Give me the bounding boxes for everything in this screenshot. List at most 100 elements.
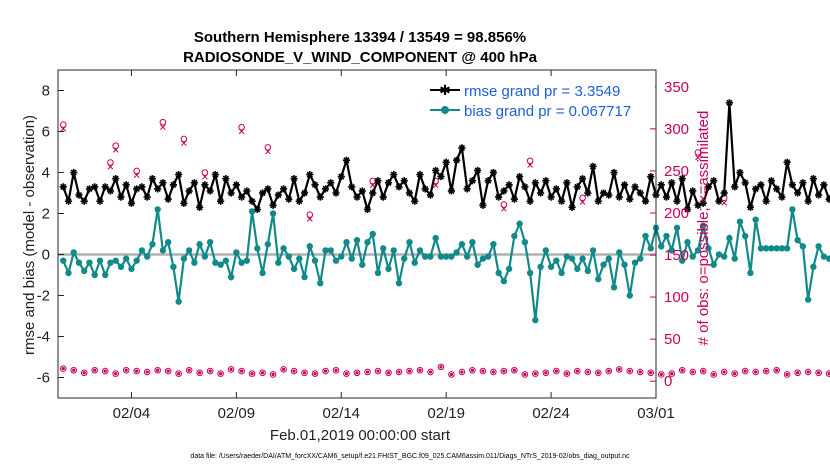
rmse-point-stroke <box>327 179 334 186</box>
y2-tick-label: 350 <box>664 79 689 96</box>
rmse-point-stroke <box>296 198 303 205</box>
bias-point <box>212 259 219 266</box>
rmse-point-stroke <box>658 181 665 188</box>
rmse-point <box>673 197 681 205</box>
rmse-point <box>337 173 345 181</box>
obs-assimilated-marker <box>160 124 166 131</box>
obs-possible-marker <box>159 118 167 126</box>
rmse-point <box>799 179 807 187</box>
obs-possible-marker <box>773 366 780 374</box>
bias-point <box>138 247 146 254</box>
bias-point <box>521 239 529 246</box>
rmse-point-stroke <box>579 175 586 182</box>
rmse-point <box>710 177 718 185</box>
obs-assimilated-marker <box>712 372 716 377</box>
rmse-point <box>788 181 796 189</box>
rmse-point-stroke <box>259 189 266 197</box>
rmse-point-stroke <box>773 185 780 193</box>
obs-assimilated-marker <box>397 370 401 374</box>
rmse-point-stroke <box>668 179 675 186</box>
rmse-point <box>426 191 435 199</box>
rmse-point <box>106 187 115 195</box>
rmse-point <box>715 197 723 205</box>
rmse-point-stroke <box>647 173 654 180</box>
rmse-point-stroke <box>343 157 350 164</box>
rmse-point <box>432 166 440 175</box>
obs-possible-marker <box>605 367 613 375</box>
rmse-point-stroke <box>784 159 791 166</box>
rmse-point <box>626 195 634 203</box>
obs-assimilated-marker <box>103 369 107 373</box>
rmse-point-stroke <box>128 200 135 207</box>
bias-point <box>825 255 830 262</box>
rmse-point-stroke <box>610 169 618 176</box>
rmse-point <box>374 177 382 185</box>
y-tick-label: 2 <box>42 206 50 223</box>
rmse-point <box>463 185 471 193</box>
obs-assimilated-marker <box>607 369 611 373</box>
rmse-point <box>505 181 513 189</box>
bias-point <box>259 269 266 277</box>
rmse-point-stroke <box>526 198 534 205</box>
obs-possible-marker <box>594 369 602 377</box>
rmse-point <box>332 189 340 197</box>
rmse-point-stroke <box>479 202 487 209</box>
rmse-point-stroke <box>631 183 639 190</box>
obs-assimilated-marker <box>764 369 768 373</box>
bias-point <box>164 239 172 246</box>
bias-point <box>605 255 612 262</box>
obs-possible-marker <box>532 370 539 377</box>
obs-assimilated-marker <box>208 369 212 373</box>
rmse-point <box>731 183 739 191</box>
rmse-point-stroke <box>437 173 445 180</box>
obs-possible-marker <box>332 366 340 374</box>
bias-point <box>233 249 240 256</box>
bias-point <box>185 247 193 254</box>
y2-tick-label: 50 <box>664 331 681 348</box>
rmse-point-stroke <box>422 185 429 193</box>
obs-possible-marker <box>143 368 151 376</box>
obs-assimilated-marker <box>114 372 118 376</box>
bias-point <box>584 267 592 275</box>
rmse-point-stroke <box>820 181 827 188</box>
rmse-point <box>248 197 256 205</box>
obs-possible-marker <box>185 366 193 374</box>
rmse-point <box>400 177 408 185</box>
bias-point <box>789 206 796 213</box>
obs-possible-marker <box>290 367 298 375</box>
rmse-point <box>510 195 518 203</box>
rmse-point-stroke <box>747 204 754 211</box>
rmse-point-stroke <box>469 177 476 184</box>
rmse-point-stroke <box>584 189 591 197</box>
rmse-point <box>453 156 461 164</box>
rmse-point <box>757 181 765 189</box>
rmse-point-stroke <box>726 99 733 106</box>
obs-possible-marker <box>217 370 224 377</box>
bias-point <box>689 253 696 260</box>
rmse-point <box>395 183 403 191</box>
bias-point <box>726 234 733 242</box>
obs-possible-marker <box>301 369 308 377</box>
rmse-point <box>578 175 587 183</box>
obs-assimilated-marker <box>239 369 244 373</box>
obs-possible-marker <box>70 366 78 374</box>
y2-tick-label: 150 <box>664 247 689 264</box>
rmse-point <box>148 175 157 183</box>
obs-assimilated-marker <box>596 371 600 375</box>
rmse-point <box>96 197 104 205</box>
rmse-point <box>610 168 618 177</box>
obs-assimilated-marker <box>691 370 695 374</box>
rmse-point-stroke <box>427 191 434 199</box>
rmse-point <box>243 187 251 195</box>
obs-possible-marker <box>458 368 466 376</box>
rmse-point <box>647 173 655 181</box>
obs-possible-marker <box>526 157 534 165</box>
rmse-point-stroke <box>123 181 130 188</box>
rmse-point-stroke <box>705 183 712 190</box>
obs-assimilated-marker <box>523 372 527 377</box>
obs-possible-marker <box>511 366 518 374</box>
legend-bias-label: bias grand pr = 0.067717 <box>464 103 631 120</box>
rmse-point-stroke <box>154 185 161 193</box>
rmse-point-stroke <box>500 187 507 195</box>
